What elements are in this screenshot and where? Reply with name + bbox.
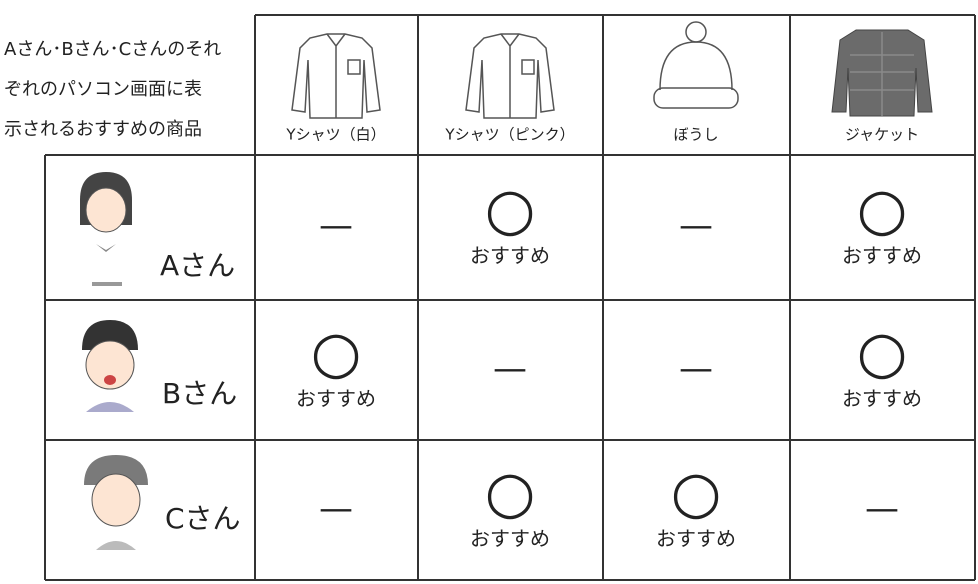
girl-icon [80,172,132,286]
shirt-pink-icon [465,33,555,119]
column-header: ぼうし [673,126,718,144]
cell-label: おすすめ [842,244,922,268]
hat-icon [653,21,739,109]
cell-dash: — [865,489,899,529]
column-header: ジャケット [845,126,919,144]
boy-b-icon [82,320,138,412]
cell-label: おすすめ [470,527,550,551]
row-name: Bさん [162,377,237,410]
header-title-line: ぞれのパソコン画面に表 [4,79,202,100]
header-title-line: 示されるおすすめの商品 [4,119,202,140]
row-name: Aさん [160,249,235,282]
cell-dash: — [679,349,713,389]
cell-dash: — [679,206,713,246]
cell-label: おすすめ [842,387,922,411]
cell-circle: ○ [485,458,536,526]
cell-dash: — [493,349,527,389]
column-header: Yシャツ（ピンク） [444,126,574,144]
row-name: Cさん [165,502,241,535]
header-title-line: Aさん･Bさん･Cさんのそれ [4,39,221,60]
cell-dash: — [319,489,353,529]
cell-circle: ○ [485,175,536,243]
cell-circle: ○ [671,458,722,526]
shirt-white-icon [291,33,381,119]
cell-dash: — [319,206,353,246]
cell-label: おすすめ [296,387,376,411]
cell-label: おすすめ [470,244,550,268]
cell-circle: ○ [857,318,908,386]
boy-c-icon [84,455,148,550]
cell-circle: ○ [311,318,362,386]
cell-circle: ○ [857,175,908,243]
table-grid [44,14,976,581]
column-header: Yシャツ（白） [285,126,385,144]
jacket-icon [831,29,933,117]
cell-label: おすすめ [656,527,736,551]
